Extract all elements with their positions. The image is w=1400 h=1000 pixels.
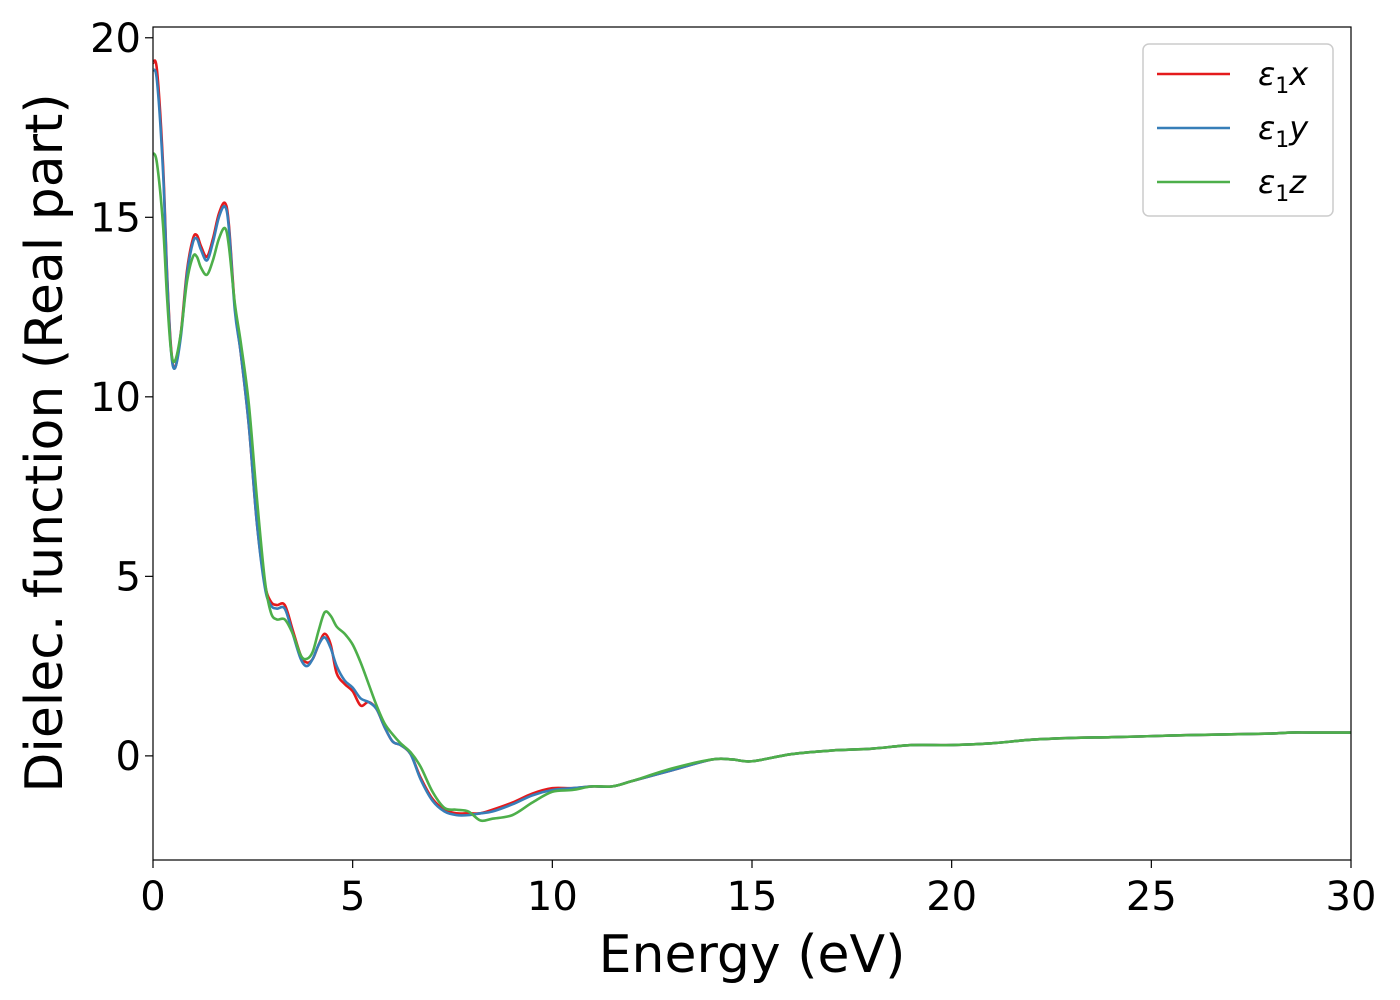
series-layer — [153, 59, 1351, 823]
y-tick-label: 5 — [116, 554, 141, 600]
x-tick-label: 10 — [527, 874, 578, 920]
y-tick-label: 10 — [90, 375, 141, 421]
legend-box — [1142, 43, 1334, 217]
legend-label-z: ε1z — [1258, 163, 1307, 207]
y-tick-label: 20 — [90, 16, 141, 62]
y-axis-ticks: 0 5 10 15 20 — [90, 16, 153, 780]
x-tick-label: 5 — [340, 874, 365, 920]
y-tick-label: 0 — [116, 734, 141, 780]
x-tick-label: 25 — [1126, 874, 1177, 920]
x-axis-ticks: 0 5 10 15 20 25 30 — [140, 860, 1376, 920]
legend: ε1x ε1y ε1z — [1142, 43, 1334, 217]
x-axis-label: Energy (eV) — [599, 925, 906, 985]
x-tick-label: 20 — [926, 874, 977, 920]
legend-label-y: ε1y — [1258, 109, 1309, 153]
x-tick-label: 0 — [140, 874, 165, 920]
x-tick-label: 30 — [1326, 874, 1377, 920]
x-tick-label: 15 — [727, 874, 778, 920]
series-line-z — [153, 151, 1351, 823]
legend-label-x: ε1x — [1258, 55, 1309, 99]
y-tick-label: 15 — [90, 195, 141, 241]
y-axis-label: Dielec. function (Real part) — [15, 93, 75, 792]
